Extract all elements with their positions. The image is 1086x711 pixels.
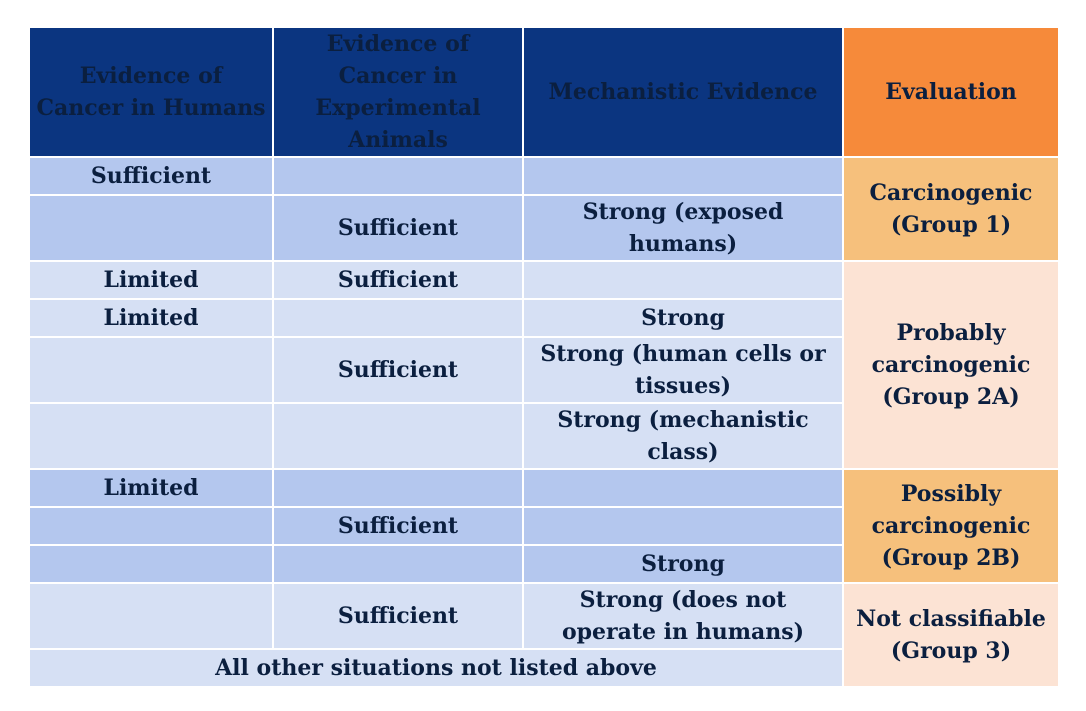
cell-humans: Limited bbox=[28, 468, 274, 508]
cell-mechanistic: Strong bbox=[522, 298, 844, 338]
cell-humans bbox=[28, 336, 274, 404]
cell-animals: Sufficient bbox=[272, 194, 524, 262]
cell-mechanistic bbox=[522, 260, 844, 300]
table-row: Sufficient Strong (exposed humans) bbox=[28, 194, 1059, 262]
table-row: Strong (mechanistic class) bbox=[28, 402, 1059, 470]
table-row: Sufficient bbox=[28, 506, 1059, 546]
header-mechanistic: Mechanistic Evidence bbox=[522, 26, 844, 158]
cell-humans bbox=[28, 582, 274, 650]
cell-mechanistic bbox=[522, 506, 844, 546]
evaluation-group-1: Carcinogenic (Group 1) bbox=[842, 156, 1060, 262]
table-row: Sufficient Strong (does not operate in h… bbox=[28, 582, 1060, 688]
table-row: Sufficient Strong (human cells or tissue… bbox=[28, 336, 1059, 404]
header-row: Evidence of Cancer in Humans Evidence of… bbox=[28, 26, 1060, 158]
cell-humans: Sufficient bbox=[28, 156, 274, 196]
evaluation-group-2a: Probably carcinogenic (Group 2A) bbox=[842, 260, 1060, 470]
table-row: Limited Strong bbox=[28, 298, 1059, 338]
header-evaluation: Evaluation bbox=[842, 26, 1060, 158]
cell-mechanistic: Strong (mechanistic class) bbox=[522, 402, 844, 470]
header-humans: Evidence of Cancer in Humans bbox=[28, 26, 274, 158]
cell-humans bbox=[28, 544, 274, 584]
cell-animals: Sufficient bbox=[272, 506, 524, 546]
cell-animals: Sufficient bbox=[272, 260, 524, 300]
cell-animals: Sufficient bbox=[272, 582, 524, 650]
cell-mechanistic: Strong (human cells or tissues) bbox=[522, 336, 844, 404]
cell-mechanistic bbox=[522, 468, 844, 508]
cell-mechanistic bbox=[522, 156, 844, 196]
table-row: Limited Sufficient Probably carcinogenic… bbox=[28, 260, 1060, 470]
table-row: All other situations not listed above bbox=[28, 648, 1059, 688]
cell-mechanistic: Strong (exposed humans) bbox=[522, 194, 844, 262]
header-animals: Evidence of Cancer in Experimental Anima… bbox=[272, 26, 524, 158]
cell-humans bbox=[28, 194, 274, 262]
footer-all-other-situations: All other situations not listed above bbox=[28, 648, 844, 688]
cell-humans bbox=[28, 402, 274, 470]
cell-mechanistic: Strong bbox=[522, 544, 844, 584]
cell-animals: Sufficient bbox=[272, 336, 524, 404]
table-row: Strong bbox=[28, 544, 1059, 584]
cell-animals bbox=[272, 402, 524, 470]
cell-humans bbox=[28, 506, 274, 546]
table-row: Limited Possibly carcinogenic (Group 2B) bbox=[28, 468, 1060, 584]
cell-humans: Limited bbox=[28, 260, 274, 300]
evaluation-group-3: Not classifiable (Group 3) bbox=[842, 582, 1060, 688]
iarc-classification-table: Evidence of Cancer in Humans Evidence of… bbox=[28, 26, 1060, 688]
cell-humans: Limited bbox=[28, 298, 274, 338]
cell-animals bbox=[272, 156, 524, 196]
cell-animals bbox=[272, 468, 524, 508]
cell-animals bbox=[272, 298, 524, 338]
table-row: Sufficient Carcinogenic (Group 1) bbox=[28, 156, 1060, 262]
cell-mechanistic: Strong (does not operate in humans) bbox=[522, 582, 844, 650]
evaluation-group-2b: Possibly carcinogenic (Group 2B) bbox=[842, 468, 1060, 584]
cell-animals bbox=[272, 544, 524, 584]
